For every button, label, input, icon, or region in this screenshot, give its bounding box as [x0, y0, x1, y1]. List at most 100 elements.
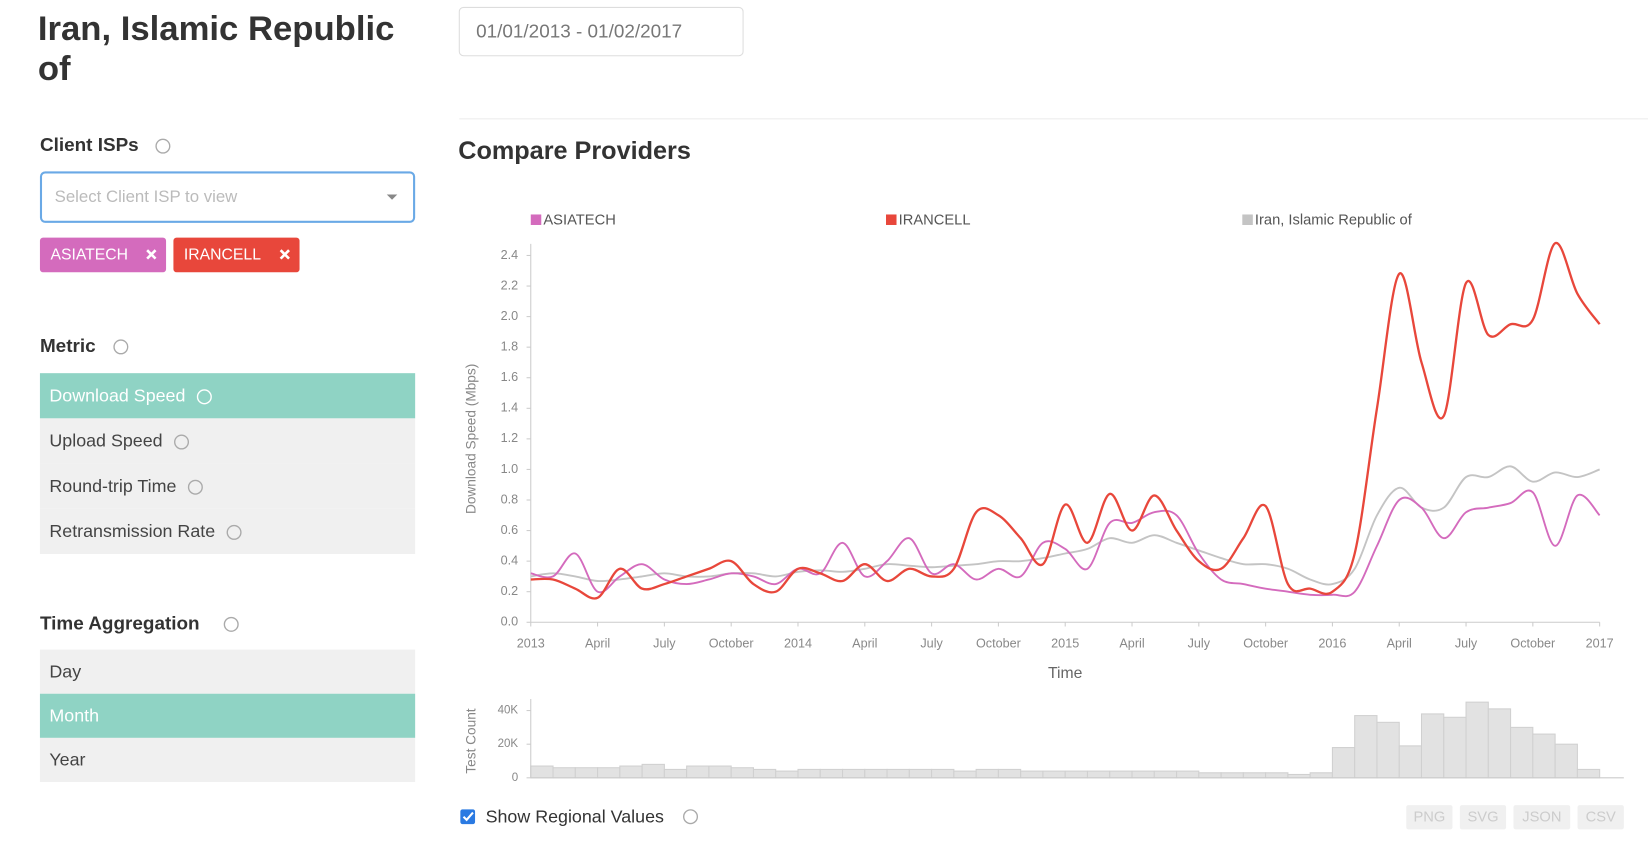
checkbox[interactable]	[460, 809, 476, 825]
help-icon[interactable]	[683, 809, 699, 825]
histogram-bar	[953, 770, 977, 779]
histogram-bar	[1487, 708, 1512, 779]
tag-remove[interactable]	[146, 249, 157, 260]
legend-swatch	[530, 214, 542, 225]
isp-placeholder[interactable]: Select Client ISP to view	[55, 187, 239, 206]
option-row[interactable]	[39, 737, 416, 783]
option-row[interactable]	[39, 418, 416, 464]
y-tick-label: 20K	[498, 738, 519, 750]
isp-tag-label[interactable]: ASIATECH	[50, 247, 128, 264]
histogram-bar	[975, 768, 999, 779]
histogram-bar	[1309, 772, 1333, 779]
histogram-bar	[908, 768, 933, 779]
export-label[interactable]: CSV	[1586, 810, 1616, 826]
x-tick-label: April	[1387, 637, 1412, 651]
histogram-bar	[1265, 772, 1289, 779]
option-row[interactable]	[39, 373, 416, 419]
histogram-bar	[597, 767, 621, 779]
y-tick-label: 1.0	[501, 462, 519, 476]
histogram-bar	[663, 768, 688, 779]
legend-label: Iran, Islamic Republic of	[1255, 213, 1413, 229]
histogram-bar	[819, 768, 844, 779]
legend-label: IRANCELL	[899, 213, 971, 229]
option-row[interactable]	[39, 463, 416, 509]
series-line	[530, 489, 1601, 598]
histogram-bar	[1109, 770, 1133, 779]
export-label[interactable]: JSON	[1522, 810, 1561, 826]
page-title: Iran, Islamic Republic of	[37, 8, 395, 88]
help-icon[interactable]	[196, 389, 212, 405]
export-button[interactable]	[1513, 805, 1571, 830]
legend-swatch	[886, 214, 897, 225]
x-tick-label: 2015	[1051, 637, 1079, 651]
x-tick-label: 2016	[1318, 637, 1346, 651]
option-label[interactable]: Round-trip Time	[49, 476, 176, 496]
histogram-bar	[1198, 772, 1222, 779]
option-label[interactable]: Retransmission Rate	[49, 521, 215, 541]
export-label[interactable]: PNG	[1413, 810, 1445, 826]
histogram-bar	[997, 768, 1022, 779]
y-tick-label: 0.8	[501, 492, 519, 506]
hist-y-label: Test Count	[464, 708, 479, 773]
x-tick-label: July	[1455, 637, 1478, 651]
x-tick-label: October	[709, 637, 754, 651]
export-button[interactable]	[1577, 805, 1624, 830]
histogram-bar	[931, 768, 955, 779]
help-icon[interactable]	[113, 339, 129, 355]
y-tick-label: 2.4	[501, 248, 519, 262]
y-tick-label: 0.2	[501, 584, 519, 598]
help-icon[interactable]	[155, 138, 171, 154]
series-line	[530, 465, 1600, 586]
y-tick-label: 0.0	[501, 615, 519, 629]
histogram-bar	[1510, 726, 1534, 779]
x-axis-label: Time	[1048, 665, 1083, 682]
option-label[interactable]: Month	[49, 706, 99, 726]
histogram-bar	[1532, 733, 1556, 779]
isp-tag[interactable]	[39, 237, 167, 273]
histogram-bar	[797, 768, 821, 779]
y-tick-label: 1.2	[501, 431, 519, 445]
x-tick-label: April	[1119, 637, 1144, 651]
help-icon[interactable]	[223, 616, 239, 632]
section-title: Compare Providers	[458, 137, 691, 165]
option-label[interactable]: Year	[49, 750, 85, 770]
histogram-bar	[775, 770, 799, 779]
option-label[interactable]: Download Speed	[49, 386, 185, 406]
x-tick-label: April	[852, 637, 877, 651]
histogram-bar	[1331, 747, 1356, 779]
help-icon[interactable]	[226, 524, 242, 540]
dropdown-arrow[interactable]	[386, 194, 398, 200]
x-tick-label: 2013	[517, 637, 545, 651]
option-row[interactable]	[39, 649, 416, 694]
x-tick-label: October	[1510, 637, 1555, 651]
isp-tag[interactable]	[173, 237, 300, 273]
help-icon[interactable]	[187, 479, 203, 495]
series-line	[530, 242, 1601, 600]
option-label[interactable]: Upload Speed	[49, 431, 162, 451]
export-button[interactable]	[1459, 805, 1507, 830]
legend-label: ASIATECH	[543, 213, 615, 229]
x-tick-label: October	[976, 637, 1021, 651]
histogram-bar	[752, 768, 777, 779]
histogram-bar	[1153, 770, 1178, 779]
option-row[interactable]	[39, 693, 416, 738]
date-range[interactable]: 01/01/2013 - 01/02/2017	[476, 22, 682, 43]
isp-select[interactable]	[39, 171, 416, 223]
show-regional-label[interactable]: Show Regional Values	[486, 806, 664, 826]
export-button[interactable]	[1406, 805, 1453, 830]
y-tick-label: 1.8	[501, 339, 519, 353]
histogram-bar	[1554, 743, 1578, 779]
histogram-bar	[641, 763, 665, 779]
tag-remove[interactable]	[279, 249, 290, 260]
help-icon[interactable]	[174, 434, 190, 450]
histogram-bar	[708, 765, 732, 779]
checkmark[interactable]	[462, 811, 474, 822]
date-range-box[interactable]	[458, 6, 744, 57]
option-label[interactable]: Day	[49, 661, 81, 681]
histogram-bar	[686, 765, 710, 779]
export-label[interactable]: SVG	[1467, 810, 1498, 826]
isp-tag-label[interactable]: IRANCELL	[184, 247, 261, 264]
histogram-bar	[1420, 713, 1445, 779]
